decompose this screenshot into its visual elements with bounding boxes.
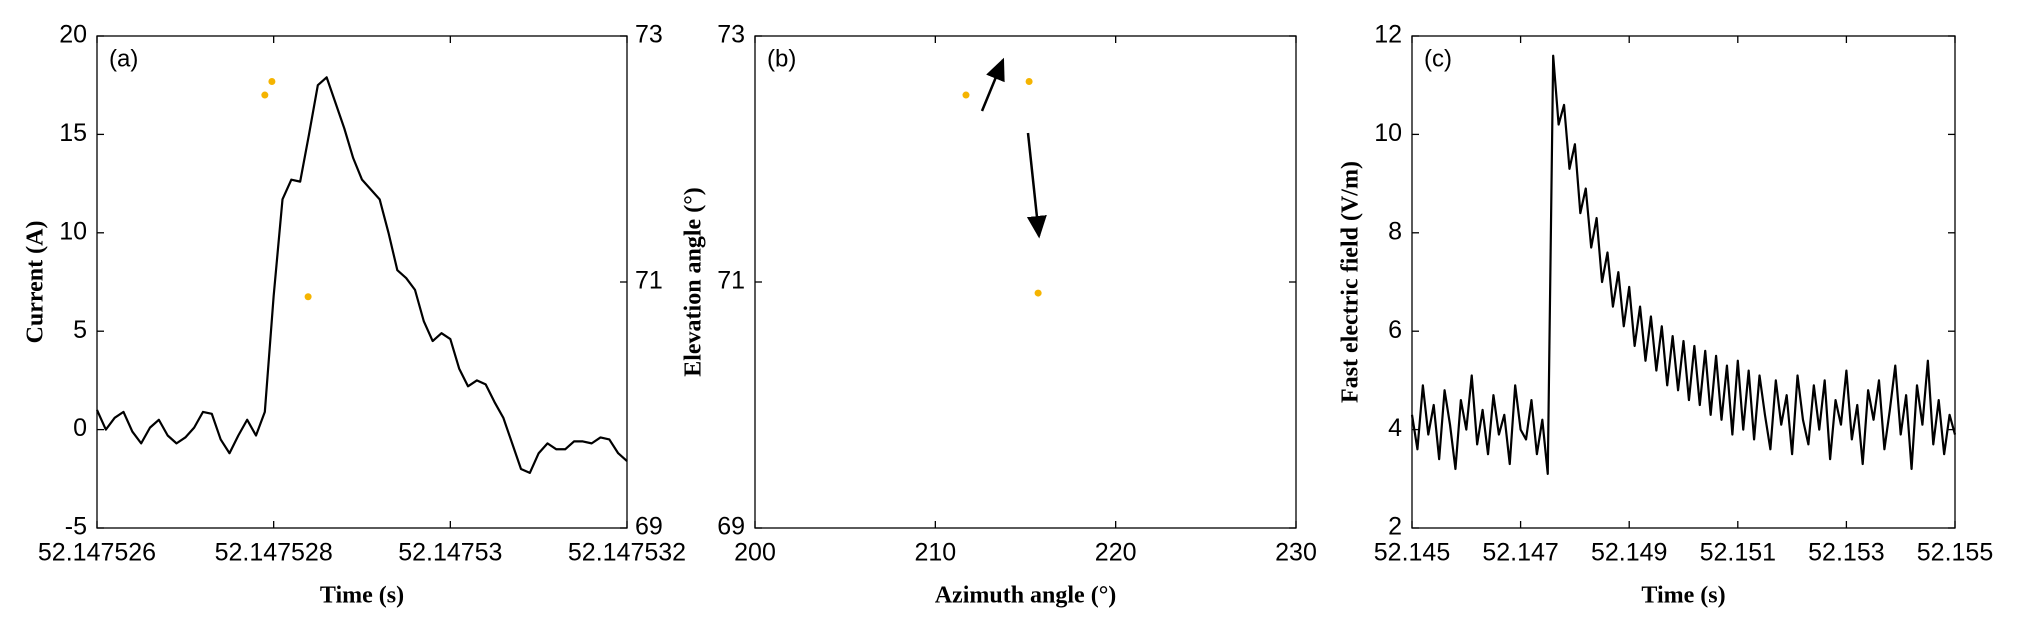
y-tick-label: 10	[59, 217, 87, 245]
panel-label: (a)	[109, 45, 138, 72]
y-tick-label: 0	[73, 414, 87, 442]
data-point	[962, 91, 970, 99]
y-tick-label: 69	[717, 513, 745, 541]
y-tick-label: -5	[65, 513, 87, 541]
y-tick-label: 8	[1388, 217, 1402, 245]
y-tick-label: 12	[1374, 21, 1402, 49]
y2-tick-label: 73	[635, 21, 663, 49]
y-tick-label: 20	[59, 21, 87, 49]
y-axis-title: Fast electric field (V/m)	[1338, 161, 1364, 403]
x-tick-label: 52.151	[1700, 539, 1776, 567]
x-axis-title: Time (s)	[1641, 583, 1725, 609]
data-line	[95, 76, 628, 474]
data-point	[1025, 78, 1033, 86]
panel-label: (b)	[767, 45, 796, 72]
x-tick-label: 52.14753	[398, 539, 502, 567]
x-axis-title: Azimuth angle (°)	[935, 583, 1117, 609]
y-tick-label: 15	[59, 119, 87, 147]
plot-frame	[96, 35, 628, 529]
x-tick-label: 52.147526	[38, 539, 156, 567]
x-tick-label: 52.147528	[215, 539, 333, 567]
data-point	[1034, 289, 1042, 297]
x-tick-label: 200	[734, 539, 776, 567]
data-point	[268, 78, 276, 86]
y-tick-label: 6	[1388, 316, 1402, 344]
arrow	[1026, 132, 1047, 239]
y-tick-label: 10	[1374, 119, 1402, 147]
y-tick-label: 73	[717, 21, 745, 49]
y-tick-label: 4	[1388, 414, 1402, 442]
data-line	[1410, 54, 1957, 475]
y2-tick-label: 71	[635, 267, 663, 295]
plot-frame	[754, 35, 1297, 529]
x-tick-label: 52.149	[1591, 539, 1667, 567]
y-tick-label: 71	[717, 267, 745, 295]
x-axis-title: Time (s)	[320, 583, 404, 609]
plot-frame	[1411, 35, 1956, 529]
x-tick-label: 210	[914, 539, 956, 567]
data-point	[304, 293, 312, 301]
y-tick-label: 2	[1388, 513, 1402, 541]
panel-label: (c)	[1424, 45, 1452, 72]
x-tick-label: 52.147532	[568, 539, 686, 567]
y-axis-title: Current (A)	[23, 221, 49, 344]
data-point	[261, 91, 269, 99]
y-tick-label: 5	[73, 316, 87, 344]
x-tick-label: 220	[1095, 539, 1137, 567]
x-tick-label: 52.145	[1374, 539, 1450, 567]
arrow	[980, 57, 1005, 112]
y-axis-title: Elevation angle (°)	[681, 187, 707, 377]
x-tick-label: 230	[1275, 539, 1317, 567]
y2-tick-label: 69	[635, 513, 663, 541]
x-tick-label: 52.147	[1482, 539, 1558, 567]
x-tick-label: 52.155	[1917, 539, 1993, 567]
x-tick-label: 52.153	[1808, 539, 1884, 567]
